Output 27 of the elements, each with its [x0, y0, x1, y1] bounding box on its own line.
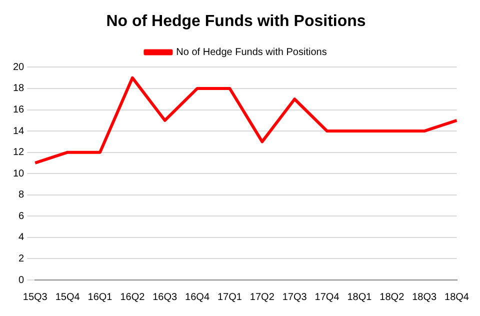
y-tick-label: 8	[18, 190, 25, 201]
y-tick-label: 18	[13, 83, 25, 94]
legend-label: No of Hedge Funds with Positions	[176, 46, 327, 58]
y-tick-label: 20	[13, 62, 25, 73]
chart-title: No of Hedge Funds with Positions	[106, 13, 366, 30]
y-tick-label: 10	[13, 168, 25, 180]
x-tick-label: 18Q2	[380, 292, 405, 303]
x-tick-label: 15Q3	[22, 292, 48, 303]
x-tick-label: 16Q4	[185, 292, 210, 303]
y-tick-label: 16	[13, 104, 25, 116]
y-tick-label: 4	[18, 232, 25, 244]
x-tick-label: 18Q1	[347, 292, 372, 303]
y-tick-label: 14	[13, 126, 25, 137]
x-tick-label: 16Q2	[120, 292, 146, 303]
x-tick-label: 18Q3	[412, 292, 437, 303]
x-tick-label: 16Q3	[152, 292, 178, 303]
y-tick-label: 0	[18, 274, 25, 286]
x-tick-label: 15Q4	[55, 292, 80, 303]
x-tick-label: 17Q3	[282, 292, 308, 303]
x-tick-label: 18Q4	[444, 292, 470, 303]
y-tick-label: 6	[18, 210, 25, 222]
y-tick-label: 12	[13, 147, 25, 158]
x-tick-label: 17Q4	[314, 292, 340, 303]
x-tick-label: 17Q1	[217, 292, 242, 303]
x-tick-label: 17Q2	[250, 292, 275, 303]
x-tick-label: 16Q1	[88, 292, 113, 303]
y-tick-label: 2	[18, 253, 25, 264]
